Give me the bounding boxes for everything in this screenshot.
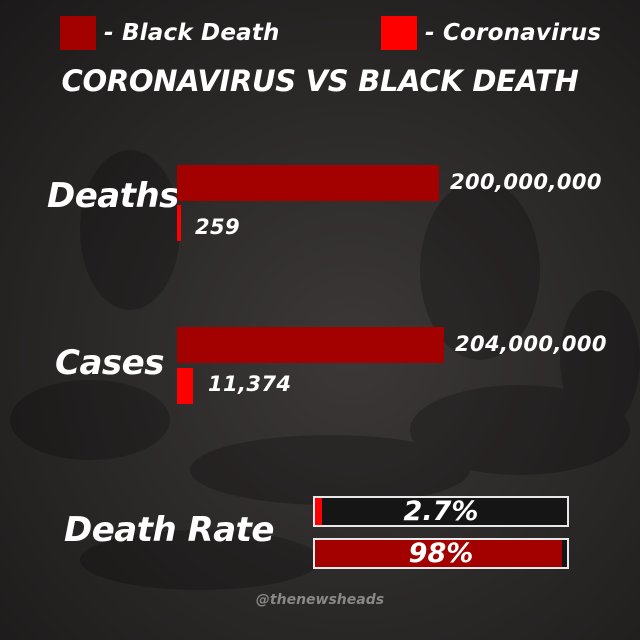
death-rate-value-black-death: 98% <box>408 538 474 569</box>
death-rate-fill-black-death <box>315 540 562 567</box>
chart-title: CORONAVIRUS VS BLACK DEATH <box>61 64 579 98</box>
death-rate-box-black-death: 98% <box>313 538 569 569</box>
legend-item-coronavirus: - Coronavirus <box>381 16 601 50</box>
bar-black-death-cases <box>177 327 444 363</box>
value-label-coronavirus-deaths: 259 <box>195 215 241 239</box>
bar-coronavirus-deaths <box>177 205 181 241</box>
value-label-black-death-deaths: 200,000,000 <box>450 170 602 194</box>
category-label-cases: Cases <box>55 343 164 383</box>
death-rate-value-coronavirus: 2.7% <box>403 496 479 527</box>
legend-label-black-death: - Black Death <box>104 20 280 46</box>
legend-swatch-coronavirus <box>381 16 417 50</box>
value-label-coronavirus-cases: 11,374 <box>208 372 292 396</box>
legend-item-black-death: - Black Death <box>60 16 280 50</box>
death-rate-label: Death Rate <box>64 510 274 550</box>
bar-coronavirus-cases <box>177 368 193 404</box>
death-rate-box-coronavirus: 2.7% <box>313 496 569 527</box>
category-label-deaths: Deaths <box>47 176 179 216</box>
bar-black-death-deaths <box>177 165 439 201</box>
legend-label-coronavirus: - Coronavirus <box>425 20 602 46</box>
death-rate-fill-coronavirus <box>315 498 322 525</box>
watermark: @thenewsheads <box>255 592 385 608</box>
legend-swatch-black-death <box>60 16 96 50</box>
value-label-black-death-cases: 204,000,000 <box>455 332 607 356</box>
